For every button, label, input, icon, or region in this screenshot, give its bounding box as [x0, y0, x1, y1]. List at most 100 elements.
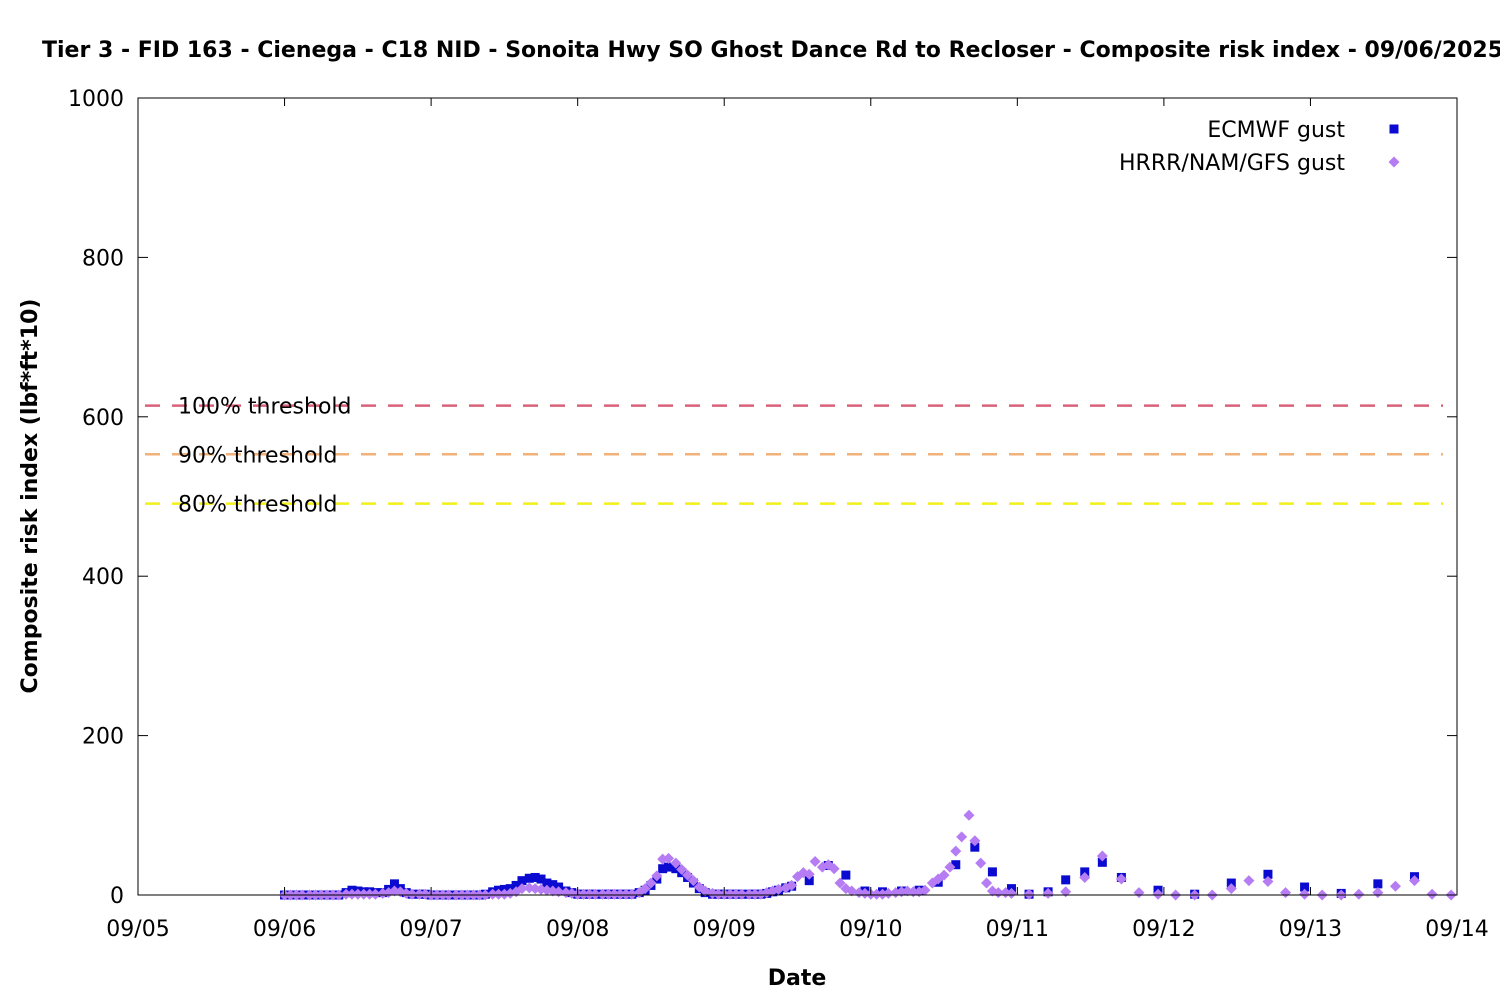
ecmwf-point — [542, 878, 552, 888]
ecmwf-point — [1226, 878, 1236, 888]
hrrr-point — [352, 888, 364, 900]
hrrr-point — [614, 888, 626, 900]
ecmwf-point — [664, 862, 674, 872]
hrrr-point — [1225, 883, 1237, 895]
hrrr-point — [736, 888, 748, 900]
hrrr-point — [687, 875, 699, 887]
data-series — [279, 809, 1457, 901]
hrrr-point — [1133, 887, 1145, 899]
hrrr-point — [620, 888, 632, 900]
ecmwf-point — [1263, 869, 1273, 879]
x-tick-label: 09/11 — [986, 917, 1049, 942]
ecmwf-point — [671, 864, 681, 874]
hrrr-point — [676, 863, 688, 875]
hrrr-point — [413, 888, 425, 900]
ecmwf-point — [658, 864, 668, 874]
hrrr-point — [956, 831, 968, 843]
hrrr-point — [882, 887, 894, 899]
hrrr-point — [1005, 887, 1017, 899]
hrrr-point — [919, 884, 931, 896]
hrrr-point — [670, 857, 682, 869]
x-axis: 09/05 09/06 09/07 09/08 09/09 09/10 09/11 09/12… — [106, 98, 1489, 942]
chart-title: Tier 3 - FID 163 - Cienega - C18 NID - S… — [42, 38, 1500, 63]
ecmwf-point — [530, 872, 540, 882]
ecmwf-point — [536, 874, 546, 884]
threshold-lines: 100% threshold 90% threshold 80% threshold — [145, 395, 1443, 518]
hrrr-point — [602, 888, 614, 900]
x-tick-label: 09/06 — [253, 917, 316, 942]
hrrr-point — [645, 877, 657, 889]
hrrr-point — [487, 888, 499, 900]
x-tick-label: 09/13 — [1279, 917, 1342, 942]
hrrr-point — [963, 809, 975, 821]
hrrr-point — [663, 852, 675, 864]
hrrr-point — [1262, 875, 1274, 887]
x-tick-label: 09/14 — [1425, 917, 1488, 942]
ecmwf-point — [951, 860, 961, 870]
threshold-label: 100% threshold — [178, 395, 352, 420]
threshold-label: 80% threshold — [178, 493, 338, 518]
hrrr-point — [583, 888, 595, 900]
y-tick-label: 200 — [82, 725, 124, 750]
hrrr-point — [749, 888, 761, 900]
hrrr-point — [369, 888, 381, 900]
x-axis-label: Date — [768, 966, 827, 991]
hrrr-point — [1372, 887, 1384, 899]
plot-frame — [137, 97, 1458, 896]
hrrr-point — [846, 885, 858, 897]
hrrr-point — [1280, 887, 1292, 899]
hrrr-point — [608, 888, 620, 900]
ecmwf-point — [1373, 879, 1383, 889]
hrrr-point — [834, 877, 846, 889]
hrrr-point — [786, 879, 798, 891]
hrrr-point — [871, 888, 883, 900]
hrrr-point — [1426, 888, 1438, 900]
hrrr-point — [828, 863, 840, 875]
ecmwf-point — [548, 880, 558, 890]
hrrr-point — [1152, 888, 1164, 900]
hrrr-point — [1023, 888, 1035, 900]
hrrr-point — [743, 888, 755, 900]
hrrr-point — [938, 869, 950, 881]
hrrr-point — [651, 870, 663, 882]
threshold-label: 90% threshold — [178, 443, 338, 468]
y-tick-label: 600 — [82, 406, 124, 431]
hrrr-point — [1042, 887, 1054, 899]
hrrr-point — [1115, 873, 1127, 885]
hrrr-point — [1299, 888, 1311, 900]
hrrr-point — [682, 869, 694, 881]
ecmwf-point — [987, 867, 997, 877]
ecmwf-point — [1097, 857, 1107, 867]
hrrr-point — [626, 888, 638, 900]
hrrr-point — [406, 888, 418, 900]
hrrr-point — [975, 857, 987, 869]
hrrr-point — [981, 877, 993, 889]
ecmwf-point — [389, 879, 399, 889]
hrrr-point — [1096, 850, 1108, 862]
x-tick-label: 09/07 — [399, 917, 462, 942]
legend-marker-diamond — [1388, 156, 1400, 168]
hrrr-point — [809, 856, 821, 868]
hrrr-point — [340, 888, 352, 900]
y-axis-label: Composite risk index (lbf*ft*10) — [18, 299, 43, 694]
legend: ECMWF gust HRRR/NAM/GFS gust — [1119, 118, 1400, 176]
hrrr-point — [1060, 886, 1072, 898]
ecmwf-point — [511, 880, 521, 890]
hrrr-point — [969, 835, 981, 847]
hrrr-point — [493, 888, 505, 900]
y-axis: 0 200 400 600 800 1000 — [68, 87, 1457, 909]
x-tick-label: 09/12 — [1132, 917, 1195, 942]
ecmwf-point — [1080, 867, 1090, 877]
ecmwf-point — [1061, 875, 1071, 885]
hrrr-point — [944, 861, 956, 873]
hrrr-point — [730, 888, 742, 900]
y-tick-label: 400 — [82, 565, 124, 590]
y-tick-label: 1000 — [68, 87, 124, 112]
hrrr-point — [950, 845, 962, 857]
hrrr-point — [1079, 871, 1091, 883]
ecmwf-point — [517, 876, 527, 886]
ecmwf-point — [804, 876, 814, 886]
hrrr-point — [772, 883, 784, 895]
hrrr-point — [1408, 875, 1420, 887]
